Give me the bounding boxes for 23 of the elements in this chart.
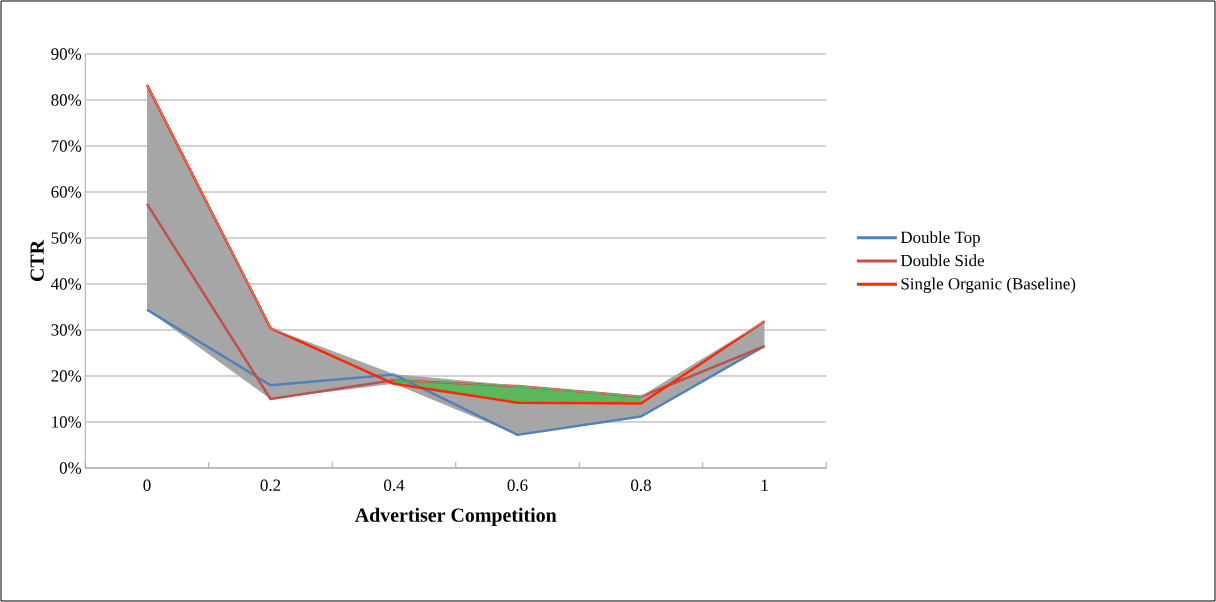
y-tick-label: 90%: [51, 48, 82, 60]
legend-label: Double Side: [900, 254, 984, 267]
y-tick-label: 30%: [51, 324, 82, 336]
x-tick-label: 0.8: [631, 479, 651, 491]
line-series: [145, 308, 766, 437]
y-tick-label: 60%: [51, 186, 82, 198]
y-tick-label: 20%: [51, 370, 82, 382]
x-tick-label: 0.2: [260, 479, 281, 491]
y-tick-label: 80%: [51, 94, 82, 106]
legend-label: Double Top: [900, 231, 980, 247]
y-tick-label: 10%: [52, 416, 82, 428]
x-axis-title: Advertiser Competition: [354, 507, 557, 526]
x-tick-label: 0.4: [384, 479, 405, 491]
x-tick-label: 0.6: [507, 479, 528, 491]
y-axis-title: CTR: [30, 239, 44, 282]
line-series: [145, 202, 766, 401]
y-tick-label: 70%: [51, 140, 82, 152]
y-tick-label: 40%: [51, 278, 82, 290]
x-tick-label: 0: [143, 479, 151, 491]
y-tick-label: 0%: [59, 462, 82, 474]
y-tick-label: 50%: [51, 232, 82, 244]
x-tick-label: 1: [761, 479, 768, 491]
legend-label: Single Organic (Baseline): [901, 277, 1076, 293]
